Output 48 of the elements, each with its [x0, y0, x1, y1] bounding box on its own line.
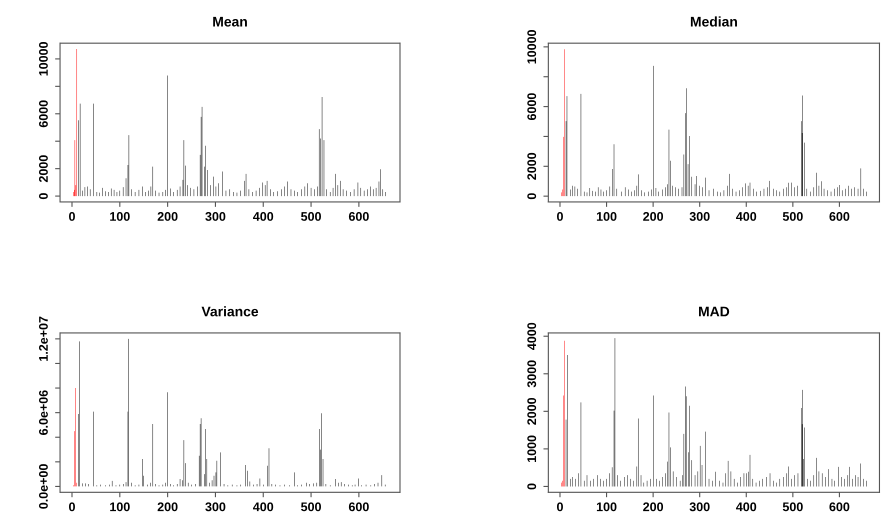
chart-title: Variance	[202, 306, 258, 316]
x-tick-label: 0	[557, 212, 563, 221]
x-tick-label: 100	[596, 502, 616, 512]
x-tick-label: 200	[158, 502, 178, 512]
y-tick-label: 10000	[527, 30, 536, 64]
x-tick-label: 400	[736, 212, 756, 221]
y-tick-label: 0	[527, 483, 536, 490]
x-tick-label: 200	[158, 212, 178, 221]
x-tick-label: 300	[690, 502, 710, 512]
x-tick-label: 100	[110, 212, 130, 221]
x-tick-label: 300	[205, 212, 226, 221]
x-tick-label: 300	[690, 212, 710, 221]
x-tick-label: 500	[782, 212, 803, 221]
chart-title: Median	[690, 16, 737, 27]
x-tick-label: 0	[69, 212, 75, 221]
x-tick-label: 100	[596, 212, 616, 221]
y-tick-label: 6.0e+06	[39, 390, 48, 435]
x-tick-label: 500	[782, 502, 803, 512]
y-tick-label: 0	[39, 193, 48, 200]
x-tick-label: 200	[643, 212, 664, 221]
chart-title: MAD	[699, 306, 730, 316]
y-tick-label: 2000	[527, 398, 536, 425]
y-tick-label: 4000	[527, 322, 536, 350]
y-tick-label: 2000	[39, 155, 48, 182]
x-tick-label: 600	[348, 502, 369, 512]
x-tick-label: 0	[69, 502, 75, 512]
x-tick-label: 600	[348, 212, 369, 221]
x-tick-label: 100	[110, 502, 130, 512]
chart-title: Mean	[213, 16, 247, 27]
x-tick-label: 600	[829, 212, 850, 221]
x-tick-label: 400	[736, 502, 756, 512]
x-tick-label: 200	[643, 502, 664, 512]
y-tick-label: 6000	[39, 100, 48, 128]
x-tick-label: 500	[301, 502, 321, 512]
x-tick-label: 500	[301, 212, 321, 221]
y-tick-label: 0	[527, 193, 536, 200]
y-tick-label: 6000	[527, 93, 536, 120]
y-tick-label: 2000	[527, 152, 536, 180]
x-tick-label: 400	[253, 212, 274, 221]
x-tick-label: 400	[253, 502, 274, 512]
x-tick-label: 600	[829, 502, 850, 512]
y-tick-label: 1.2e+07	[39, 316, 48, 361]
x-tick-label: 300	[205, 502, 226, 512]
y-tick-label: 10000	[39, 42, 48, 76]
y-tick-label: 1000	[527, 435, 536, 462]
y-tick-label: 0.0e+00	[39, 464, 48, 509]
x-tick-label: 0	[557, 502, 563, 512]
y-tick-label: 3000	[527, 360, 536, 388]
